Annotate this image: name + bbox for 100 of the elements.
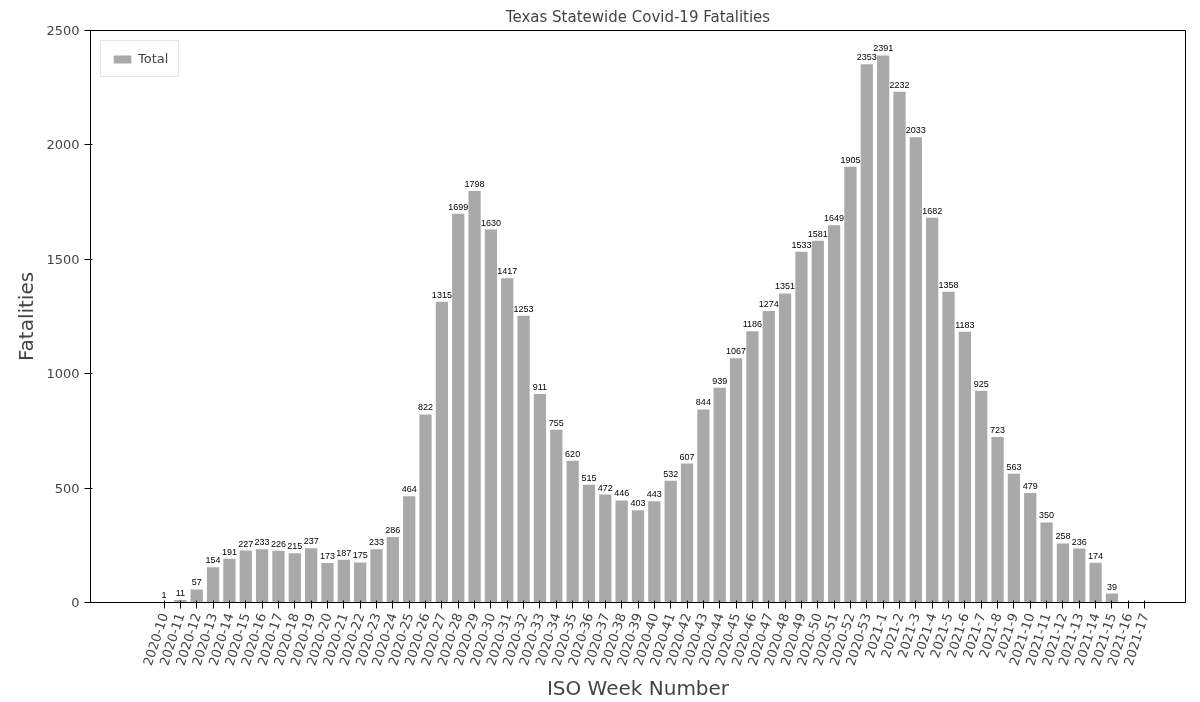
data-label: 237 <box>303 536 319 547</box>
bar <box>305 548 318 603</box>
data-label: 472 <box>597 482 613 493</box>
bar <box>517 315 530 603</box>
bar <box>582 484 596 603</box>
data-label: 226 <box>270 538 286 549</box>
bar <box>1007 473 1021 603</box>
bar <box>811 240 824 603</box>
y-tick-label: 1500 <box>46 251 80 267</box>
data-label: 1630 <box>480 217 501 228</box>
bar <box>762 311 775 603</box>
bar <box>533 394 547 603</box>
data-label: 1649 <box>824 213 845 224</box>
bar <box>599 494 612 603</box>
data-label: 1186 <box>742 319 763 330</box>
data-label: 2232 <box>889 79 910 90</box>
bar <box>729 358 743 603</box>
data-label: 1699 <box>448 201 469 212</box>
bar <box>795 251 808 603</box>
bar <box>746 331 759 603</box>
bar <box>370 549 383 603</box>
bar <box>1073 548 1086 603</box>
bar <box>958 331 971 603</box>
data-label: 258 <box>1055 531 1071 542</box>
y-tick-label: 0 <box>71 595 80 610</box>
data-label: 175 <box>352 550 368 561</box>
data-label: 11 <box>175 587 186 598</box>
data-label: 515 <box>581 472 597 483</box>
bar <box>697 409 710 603</box>
bar <box>501 278 514 603</box>
data-label: 233 <box>369 537 385 548</box>
data-label: 286 <box>385 525 401 536</box>
bar <box>942 291 955 603</box>
data-label: 2033 <box>905 125 926 136</box>
bar <box>190 589 203 603</box>
bar <box>354 562 367 603</box>
bar <box>419 414 432 603</box>
legend-label: Total <box>138 51 169 66</box>
data-label: 191 <box>221 546 237 557</box>
bar <box>615 500 628 603</box>
data-label: 173 <box>319 550 335 561</box>
data-label: 911 <box>532 382 548 393</box>
bar <box>844 166 857 603</box>
bar <box>403 496 416 603</box>
data-label: 2353 <box>856 52 877 63</box>
bar <box>255 549 269 603</box>
bar <box>223 558 236 603</box>
data-label: 464 <box>401 484 417 495</box>
data-label: 446 <box>614 488 630 499</box>
y-tick-label: 1000 <box>46 366 80 382</box>
data-label: 1183 <box>955 319 975 330</box>
data-label: 187 <box>336 547 352 558</box>
data-label: 563 <box>1006 461 1022 472</box>
bar <box>926 217 939 603</box>
bar <box>860 64 873 603</box>
bar <box>680 463 694 603</box>
data-label: 844 <box>695 397 711 408</box>
data-label: 1533 <box>791 239 812 250</box>
y-axis-title: Fatalities <box>14 271 39 362</box>
data-label: 1417 <box>497 266 518 277</box>
data-label: 939 <box>712 375 728 386</box>
bar <box>566 460 579 603</box>
data-label: 403 <box>630 498 646 509</box>
data-label: 479 <box>1022 480 1038 491</box>
data-label: 1315 <box>431 289 452 300</box>
bar <box>337 559 350 603</box>
data-label: 236 <box>1071 536 1087 547</box>
data-label: 1274 <box>758 299 779 310</box>
y-tick-label: 2000 <box>46 137 80 153</box>
y-tick-label: 500 <box>54 480 80 496</box>
data-label: 620 <box>565 448 581 459</box>
bar <box>1089 562 1102 603</box>
bar <box>664 480 677 603</box>
bar <box>468 191 481 603</box>
bar <box>484 229 498 603</box>
data-label: 1682 <box>922 205 943 216</box>
data-label: 925 <box>973 378 989 389</box>
bar <box>778 293 792 603</box>
data-label: 532 <box>663 468 679 479</box>
data-label: 2391 <box>873 43 894 54</box>
data-label: 1067 <box>726 346 747 357</box>
data-label: 39 <box>1106 581 1117 592</box>
data-label: 227 <box>238 538 254 549</box>
data-label: 154 <box>205 555 221 566</box>
bar <box>288 553 301 603</box>
bar <box>909 137 922 603</box>
data-label: 723 <box>990 425 1006 436</box>
bar <box>975 390 988 603</box>
data-label: 1253 <box>513 303 534 314</box>
bar <box>827 225 841 603</box>
x-axis-title: ISO Week Number <box>546 675 730 700</box>
bar <box>713 387 726 603</box>
data-label: 1358 <box>938 279 959 290</box>
bar <box>877 55 890 603</box>
data-label: 822 <box>418 402 434 413</box>
bar <box>239 550 252 603</box>
data-label: 174 <box>1088 550 1104 561</box>
data-label: 57 <box>191 577 202 588</box>
bar <box>452 213 465 603</box>
bar <box>550 429 563 603</box>
